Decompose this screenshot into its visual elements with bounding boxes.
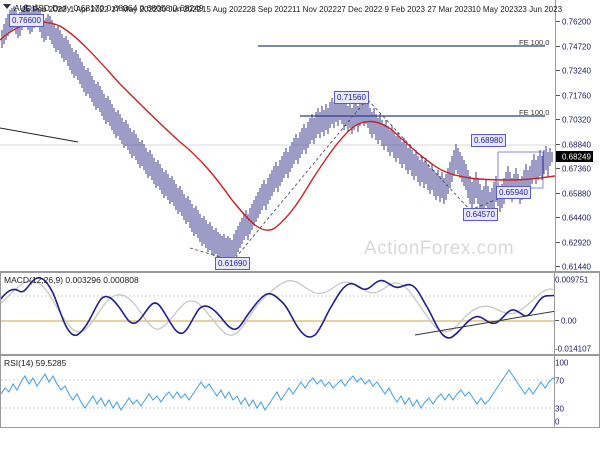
x-tick: 15 Aug 2022 [201,5,247,14]
x-tick: 23 Jun 2023 [517,5,563,14]
x-tick: 27 Mar 2023 [427,5,473,14]
macd-panel[interactable]: MACD(12,26,9) 0.003296 0.000808 0.009751… [0,272,600,355]
x-tick: 11 Nov 2022 [292,5,337,14]
y-tick: 70 [555,376,564,386]
macd-main-line [1,277,554,339]
macd-label: MACD(12,26,9) 0.003296 0.000808 [4,275,139,285]
macd-plot-area[interactable] [1,273,554,354]
y-tick: 0.00 [555,315,577,326]
y-tick: 0.67360 [556,163,591,174]
support-2-label[interactable]: 0.64570 [463,208,498,221]
rsi-line [1,369,554,412]
price-chart-panel[interactable]: AUDUSD,Daily 0.68170 0.68364 0.68058 0.6… [0,0,600,272]
y-tick: 0.62920 [556,237,591,248]
y-tick: 0.61440 [556,261,591,272]
rsi-panel[interactable]: RSI(14) 59.5285 100 70 30 0 [0,355,600,428]
swing-high-2-label[interactable]: 0.71560 [334,91,369,104]
macd-signal-line [1,280,554,336]
swing-high-label[interactable]: 0.76600 [9,14,44,27]
x-tick: 1 Apr 2022 [69,5,109,14]
y-tick: 0.65880 [556,188,591,199]
swing-low-label[interactable]: 0.61690 [215,257,250,270]
fib-extension-label-1: FE 100.0 [519,38,550,47]
macd-series-svg [1,277,554,339]
macd-trendline [414,310,554,336]
current-price-tag: 0.68249 [556,151,593,162]
y-tick: 0.70320 [556,114,591,125]
y-tick: -0.014107 [555,344,592,354]
x-tick: 16 Feb 2022 [21,5,67,14]
x-tick: 9 Feb 2023 [384,5,425,14]
x-tick: 17 May 2022 [111,5,158,14]
support-label[interactable]: 0.65940 [496,186,531,199]
y-tick: 30 [555,404,564,414]
rsi-label: RSI(14) 59.5285 [4,358,67,368]
x-tick: 10 May 2023 [471,5,519,14]
fib-extension-label-2: FE 100.0 [519,108,550,117]
y-tick: 0.68840 [556,139,591,150]
triangle-down-icon[interactable] [3,4,11,9]
y-tick: 0.76200 [556,16,591,27]
price-plot-area[interactable]: 0.76600 0.71560 0.68980 0.65940 0.64570 … [0,0,555,271]
x-tick: 30 Jun 2022 [157,5,202,14]
x-tick: 27 Dec 2022 [336,5,383,14]
y-tick: 0.74720 [556,41,591,52]
macd-y-axis: 0.009751 0.00 -0.014107 [554,273,599,354]
y-tick: 0 [555,417,560,427]
moving-average-line [0,21,555,231]
y-tick: 0.71760 [556,90,591,101]
resistance-label[interactable]: 0.68980 [471,134,506,147]
y-tick: 100 [555,358,569,368]
watermark-text: ActionForex.com [364,238,515,259]
y-tick: 0.009751 [555,275,589,285]
rsi-plot-area[interactable] [1,356,554,427]
symbol-quote-label: AUDUSD,Daily 0.68170 0.68364 0.68058 0.6… [14,3,204,13]
price-y-axis: 0.76200 0.74720 0.73240 0.71760 0.70320 … [555,0,600,271]
y-tick: 0.64400 [556,212,591,223]
rsi-series-svg [1,369,554,412]
x-tick: 28 Sep 2022 [246,5,293,14]
y-tick: 0.73240 [556,65,591,76]
rsi-y-axis: 100 70 30 0 [554,356,599,427]
